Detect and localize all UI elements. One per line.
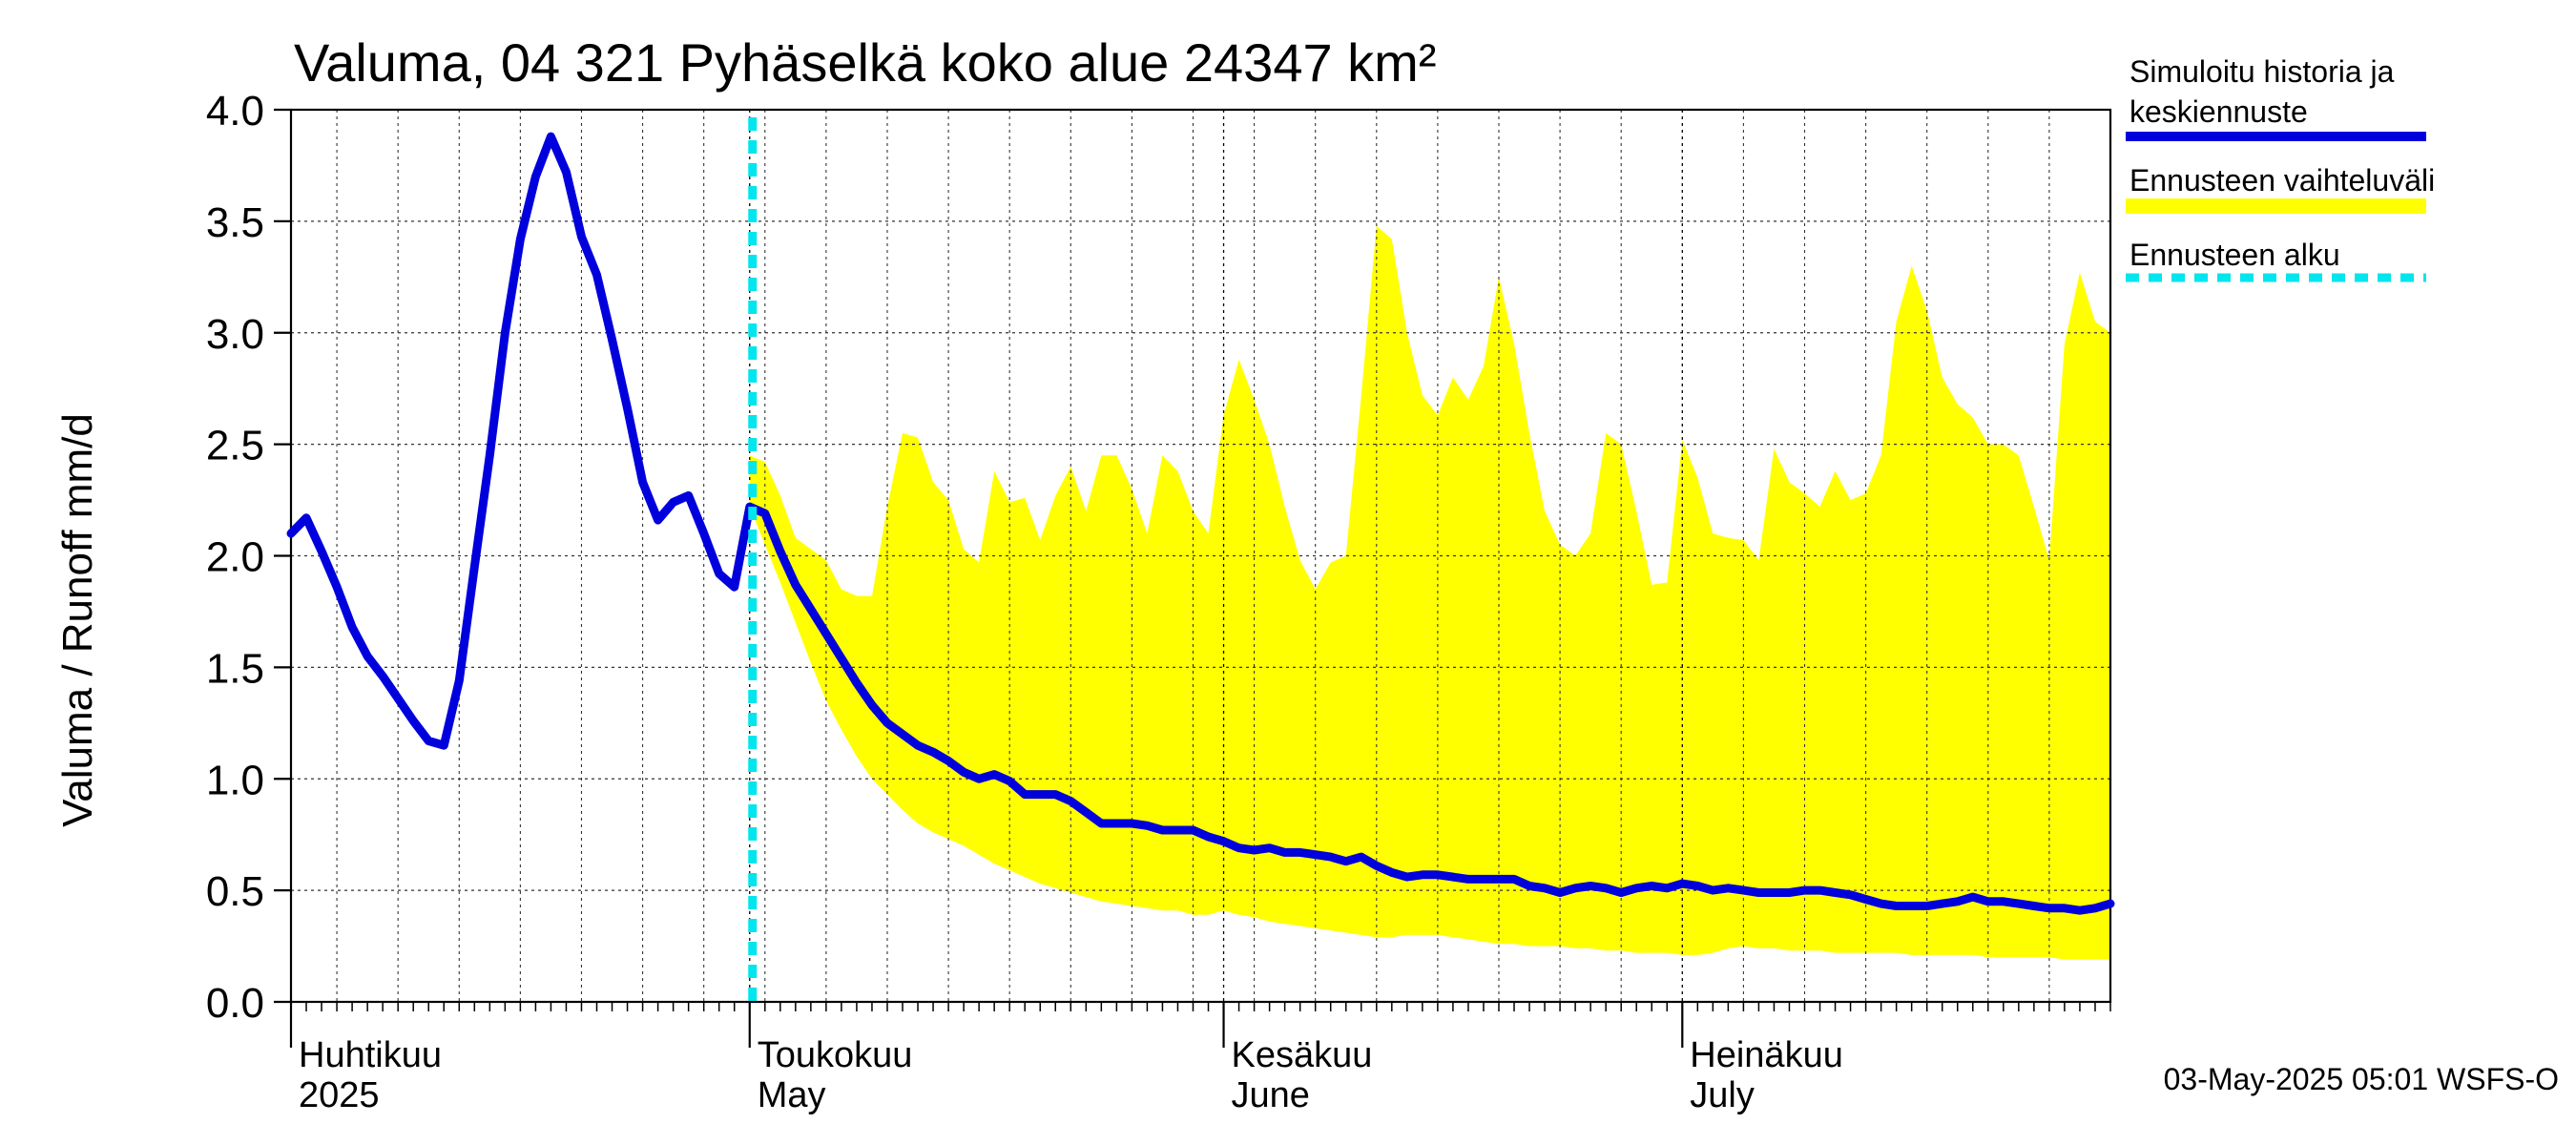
legend-swatch-band [2126,198,2426,214]
x-month-label: Kesäkuu [1232,1035,1373,1075]
forecast-range-band [749,225,2110,960]
y-tick-label: 1.0 [206,757,264,803]
x-month-label: Huhtikuu [299,1035,442,1075]
x-month-sublabel: 2025 [299,1075,380,1115]
chart-title: Valuma, 04 321 Pyhäselkä koko alue 24347… [294,32,1436,93]
y-tick-label: 0.0 [206,980,264,1027]
y-tick-label: 3.5 [206,199,264,246]
y-tick-label: 3.0 [206,311,264,358]
legend: Simuloitu historia ja keskiennuste Ennus… [2126,54,2435,282]
y-tick-label: 0.5 [206,868,264,915]
legend-label-median: Simuloitu historia ja [2129,54,2395,89]
legend-label-median-2: keskiennuste [2129,94,2308,129]
y-tick-label: 1.5 [206,645,264,692]
x-month-sublabel: July [1690,1075,1755,1115]
x-month-sublabel: June [1232,1075,1310,1115]
y-tick-label: 2.0 [206,534,264,581]
y-axis-label: Valuma / Runoff mm/d [54,413,101,827]
x-month-sublabel: May [758,1075,826,1115]
footer-timestamp: 03-May-2025 05:01 WSFS-O [2164,1062,2559,1096]
y-tick-label: 2.5 [206,423,264,469]
median-forecast-line [286,132,2115,915]
legend-label-band: Ennusteen vaihteluväli [2129,163,2435,198]
legend-label-forecast-start: Ennusteen alku [2129,238,2340,272]
x-month-label: Heinäkuu [1690,1035,1843,1075]
x-month-label: Toukokuu [758,1035,913,1075]
y-tick-label: 4.0 [206,88,264,135]
